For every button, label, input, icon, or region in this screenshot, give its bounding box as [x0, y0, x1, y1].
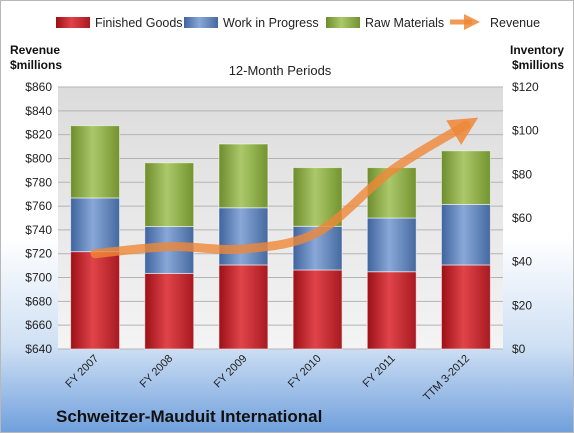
left-tick-label: $860 [25, 80, 52, 94]
left-tick-label: $820 [25, 128, 52, 142]
legend-label-work-in-progress: Work in Progress [223, 16, 319, 30]
right-axis-title-line2: $millions [512, 58, 564, 72]
right-axis-ticks: $0 $20 $40 $60 $80 $100 $120 [512, 80, 539, 356]
legend-item-revenue: Revenue [450, 13, 540, 30]
legend-label-finished-goods: Finished Goods [95, 16, 183, 30]
left-axis-title-line2: $millions [10, 58, 62, 72]
bar-finished-goods [440, 264, 491, 350]
left-axis-ticks: $640 $660 $680 $700 $720 $740 $760 $780 $800 $820… [25, 80, 52, 356]
legend-item-work-in-progress: Work in Progress [184, 16, 319, 30]
legend-item-finished-goods: Finished Goods [56, 16, 183, 30]
bar-raw-materials [440, 150, 491, 205]
chart-title: 12-Month Periods [229, 63, 332, 78]
bars [70, 125, 491, 350]
left-tick-label: $720 [25, 247, 52, 261]
left-tick-label: $740 [25, 223, 52, 237]
legend-label-raw-materials: Raw Materials [365, 16, 444, 30]
plot-area [58, 87, 503, 349]
right-tick-label: $100 [512, 124, 539, 138]
bar-work-in-progress [366, 217, 417, 273]
right-tick-label: $20 [512, 298, 532, 312]
bar-raw-materials [144, 162, 195, 228]
revenue-line-path [90, 117, 479, 259]
right-axis-title-line1: Inventory [510, 43, 564, 57]
gridlines [58, 86, 503, 350]
legend-swatch-work-in-progress [184, 17, 218, 28]
left-tick-label: $640 [25, 342, 52, 356]
bar-work-in-progress [440, 203, 491, 266]
right-tick-label: $0 [512, 342, 526, 356]
company-name: Schweitzer-Mauduit International [56, 407, 322, 426]
right-tick-label: $60 [512, 211, 532, 225]
bar-work-in-progress [218, 207, 269, 266]
left-tick-label: $760 [25, 199, 52, 213]
legend-swatch-raw-materials [326, 17, 360, 28]
bar-finished-goods [218, 264, 269, 350]
left-tick-label: $840 [25, 104, 52, 118]
left-tick-label: $700 [25, 271, 52, 285]
left-tick-label: $800 [25, 151, 52, 165]
left-tick-label: $660 [25, 318, 52, 332]
legend-item-raw-materials: Raw Materials [326, 16, 444, 30]
left-tick-label: $680 [25, 294, 52, 308]
legend-swatch-finished-goods [56, 17, 90, 28]
left-axis-title-line1: Revenue [10, 43, 60, 57]
bar-finished-goods [366, 271, 417, 350]
right-tick-label: $120 [512, 80, 539, 94]
left-tick-label: $780 [25, 175, 52, 189]
bar-raw-materials [218, 143, 269, 209]
right-tick-label: $40 [512, 255, 532, 269]
bar-raw-materials [70, 125, 121, 199]
revenue-line [90, 117, 479, 259]
right-tick-label: $80 [512, 167, 532, 181]
legend: Finished Goods Work in Progress Raw Mate… [56, 13, 540, 30]
bar-finished-goods [292, 269, 343, 350]
bar-finished-goods [70, 251, 121, 350]
bar-finished-goods [144, 272, 195, 350]
bar-work-in-progress [70, 197, 121, 253]
legend-label-revenue: Revenue [490, 16, 540, 30]
